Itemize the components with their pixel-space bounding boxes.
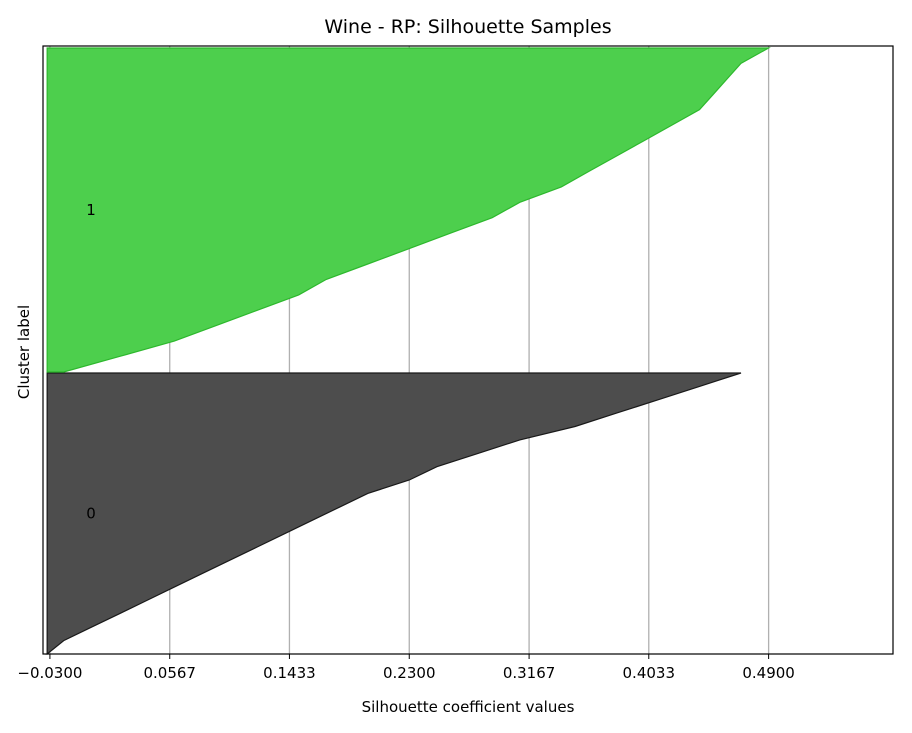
plot-frame — [42, 45, 894, 655]
y-axis-label: Cluster label — [15, 305, 33, 399]
x-tick-label: 0.4900 — [742, 664, 795, 682]
cluster-1-area — [46, 47, 771, 373]
x-tick-label: 0.2300 — [383, 664, 436, 682]
cluster-areas — [45, 47, 771, 655]
cluster-0-area — [45, 372, 742, 655]
x-tick-label: 0.0567 — [143, 664, 196, 682]
chart-title: Wine - RP: Silhouette Samples — [324, 16, 611, 38]
x-tick-label: 0.3167 — [503, 664, 556, 682]
x-axis-ticks: −0.0300 0.0567 0.1433 0.2300 0.3167 0.4033 0.4… — [17, 654, 795, 682]
x-axis-label: Silhouette coefficient values — [362, 698, 575, 716]
x-tick-label: −0.0300 — [17, 664, 82, 682]
x-tick-label: 0.4033 — [623, 664, 676, 682]
cluster-1-label: 1 — [86, 201, 96, 219]
cluster-0-label: 0 — [86, 505, 96, 523]
y-axis-ticks: 01 — [86, 201, 96, 523]
x-tick-label: 0.1433 — [263, 664, 316, 682]
